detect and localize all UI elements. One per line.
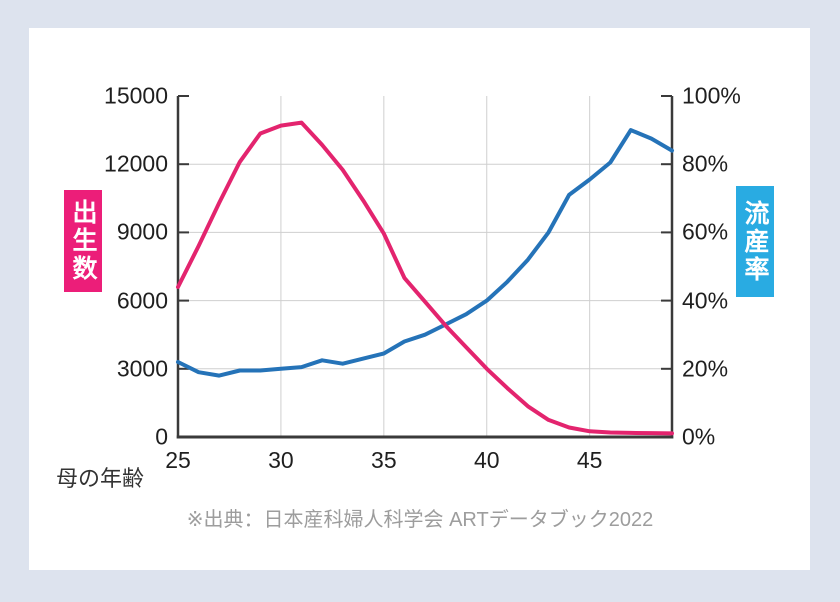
births-line xyxy=(176,120,674,436)
y-left-tick-label: 6000 xyxy=(116,287,168,314)
x-tick-label: 35 xyxy=(371,447,397,473)
y-right-tick-label: 20% xyxy=(682,355,729,382)
y-left-tick-label: 15000 xyxy=(104,82,168,109)
y-right-tick-label: 100% xyxy=(682,82,741,109)
source-note: ※出典：日本産科婦人科学会 ARTデータブック2022 xyxy=(186,509,654,531)
y-right-tick-label: 60% xyxy=(682,218,729,245)
y-left-tick-label: 3000 xyxy=(116,355,168,382)
y-left-tick-label: 12000 xyxy=(104,150,168,177)
births-series-label-text: 出生数 xyxy=(69,199,97,283)
chart-card xyxy=(29,28,810,570)
y-right-tick-label: 80% xyxy=(682,150,729,177)
y-right-tick-label: 0% xyxy=(682,423,716,450)
x-tick-label: 30 xyxy=(268,447,294,473)
x-tick-label: 40 xyxy=(473,447,500,473)
miscarriage-rate-series-label-text: 流産率 xyxy=(741,199,769,284)
y-right-tick-label: 40% xyxy=(682,287,729,314)
y-left-tick-label: 0 xyxy=(155,423,168,450)
x-tick-label: 45 xyxy=(576,447,603,473)
y-left-tick-label: 9000 xyxy=(116,218,168,245)
births-series-label: 出生数 xyxy=(64,190,102,292)
miscarriage-rate-line xyxy=(176,128,674,378)
x-axis-title: 母の年齢 xyxy=(56,466,145,491)
x-tick-label: 25 xyxy=(165,447,191,473)
miscarriage-rate-series-label: 流産率 xyxy=(736,186,774,297)
